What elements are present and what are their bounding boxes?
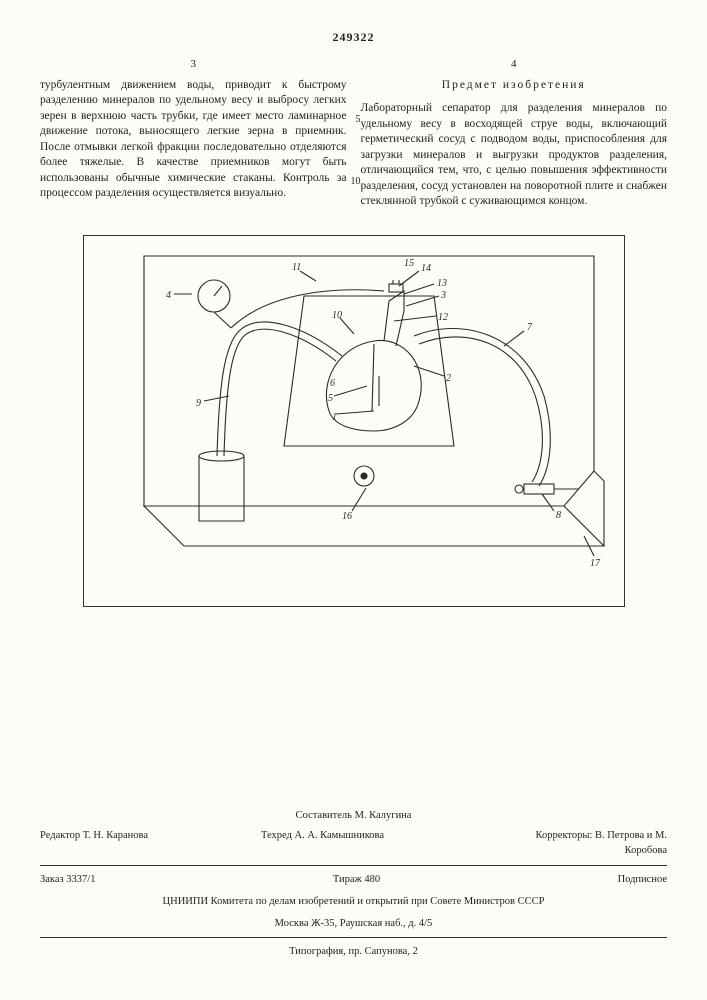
fig-label-9: 9 [196, 398, 201, 409]
fig-label-1: 1 [332, 412, 337, 423]
line-marker-5: 5 [351, 113, 361, 127]
footer-tirazh: Тираж 480 [333, 872, 380, 888]
fig-label-8: 8 [556, 510, 561, 521]
fig-label-5: 5 [328, 393, 333, 404]
footer-block: Составитель М. Калугина Редактор Т. Н. К… [40, 802, 667, 960]
footer-order: Заказ 3337/1 [40, 872, 95, 888]
footer-editor: Редактор Т. Н. Каранова [40, 828, 148, 860]
footer-correctors: Корректоры: В. Петрова и М. Коробова [497, 828, 667, 860]
fig-label-14: 14 [421, 263, 431, 274]
fig-label-13: 13 [437, 278, 447, 289]
footer-address: Москва Ж-35, Раушская наб., д. 4/5 [40, 916, 667, 932]
fig-label-3: 3 [440, 290, 446, 301]
fig-label-16: 16 [342, 511, 352, 522]
fig-label-15: 15 [404, 258, 414, 269]
subject-heading: Предмет изобретения [361, 78, 668, 94]
line-marker-10: 10 [351, 175, 361, 189]
footer-typography: Типография, пр. Сапунова, 2 [40, 944, 667, 960]
fig-label-4: 4 [166, 290, 171, 301]
fig-label-12: 12 [438, 312, 448, 323]
left-body-text: турбулентным движением воды, приводит к … [40, 78, 347, 202]
text-columns: 3 турбулентным движением воды, приводит … [40, 57, 667, 210]
col-num-right: 4 [361, 57, 668, 72]
patent-number: 249322 [40, 30, 667, 45]
col-num-left: 3 [40, 57, 347, 72]
footer-compiler: Составитель М. Калугина [40, 808, 667, 824]
footer-podpisnoe: Подписное [618, 872, 667, 888]
figure-diagram: 1 2 3 4 5 6 7 8 9 10 11 12 13 14 15 16 1… [83, 235, 625, 607]
fig-label-10: 10 [332, 310, 342, 321]
left-column: 3 турбулентным движением воды, приводит … [40, 57, 347, 210]
right-body-text: Лабораторный сепаратор для разделения ми… [361, 101, 668, 210]
fig-label-17: 17 [590, 558, 601, 569]
right-column: 4 5 10 Предмет изобретения Лабораторный … [361, 57, 668, 210]
fig-label-6: 6 [330, 378, 335, 389]
fig-label-11: 11 [292, 262, 301, 273]
footer-techred: Техред А. А. Камышникова [261, 828, 384, 860]
footer-org: ЦНИИПИ Комитета по делам изобретений и о… [40, 894, 667, 910]
fig-label-7: 7 [527, 322, 533, 333]
fig-label-2: 2 [446, 373, 451, 384]
